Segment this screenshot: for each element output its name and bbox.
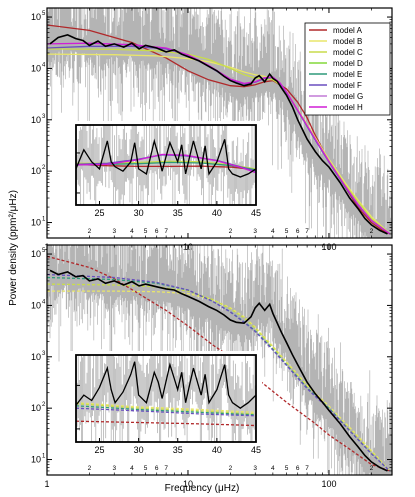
plot-frame: [46, 244, 393, 476]
x-minor-tick-label: 2: [370, 465, 374, 472]
inset-x-tick-label: 25: [94, 445, 104, 455]
y-tick-label: 10: [31, 403, 41, 413]
inset-x-tick-label: 40: [212, 445, 222, 455]
x-minor-tick-label: 3: [253, 465, 257, 472]
x-minor-tick-label: 5: [144, 465, 148, 472]
series-model-b: [47, 290, 391, 472]
x-minor-tick-label: 7: [305, 465, 309, 472]
inset-x-tick-label: 45: [251, 208, 261, 218]
x-minor-tick-label: 6: [296, 465, 300, 472]
y-tick-exponent: 5: [42, 11, 46, 17]
inset-x-tick-label: 30: [134, 445, 144, 455]
legend-label: model H: [333, 103, 363, 112]
inset: 25 30 35 40 45: [62, 121, 262, 221]
inset-series-model-c: [76, 403, 256, 415]
inset-series-model-b: [76, 402, 256, 414]
y-tick-label: 10: [31, 455, 41, 465]
x-minor-tick-label: 4: [130, 228, 134, 235]
legend-label: model C: [333, 48, 363, 57]
x-minor-tick-label: 4: [271, 465, 275, 472]
legend-label: model F: [333, 81, 362, 90]
inset-smoothed-spectrum: [76, 361, 256, 409]
x-minor-tick-label: 2: [229, 465, 233, 472]
inset-series-model-e: [76, 405, 256, 416]
x-minor-tick-label: 4: [130, 465, 134, 472]
y-tick-exponent: 5: [42, 248, 46, 254]
series-model-f: [47, 273, 391, 472]
legend-label: model B: [333, 37, 362, 46]
inset-frame: [75, 124, 257, 206]
series-model-a: [47, 24, 391, 235]
inset-series-model-a: [76, 420, 256, 427]
y-tick-exponent: 4: [42, 299, 46, 305]
x-tick-label: 100: [321, 479, 336, 489]
inset: 25 30 35 40 45: [62, 351, 262, 458]
y-tick-label: 10: [31, 63, 41, 73]
y-tick-label: 10: [31, 218, 41, 228]
x-minor-tick-label: 7: [305, 228, 309, 235]
x-minor-tick-label: 3: [112, 228, 116, 235]
legend-label: model E: [333, 70, 362, 79]
x-minor-tick-label: 5: [144, 228, 148, 235]
x-minor-tick-label: 2: [88, 228, 92, 235]
plot-frame: [46, 7, 393, 239]
top-panel: 1011021031041051101002345672345672model …: [31, 7, 393, 252]
x-minor-tick-label: 6: [155, 228, 159, 235]
x-minor-tick-label: 3: [112, 465, 116, 472]
inset-smoothed-spectrum: [76, 138, 256, 178]
y-tick-exponent: 1: [42, 454, 46, 460]
y-tick-label: 10: [31, 166, 41, 176]
y-tick-exponent: 4: [42, 62, 46, 68]
x-minor-tick-label: 5: [285, 465, 289, 472]
inset-x-tick-label: 35: [173, 445, 183, 455]
legend-label: model G: [333, 92, 363, 101]
y-tick-label: 10: [31, 352, 41, 362]
y-tick-exponent: 2: [42, 402, 46, 408]
smoothed-spectrum: [49, 269, 388, 472]
y-tick-exponent: 3: [42, 114, 46, 120]
inset-frame: [75, 354, 257, 443]
y-tick-label: 10: [31, 12, 41, 22]
x-minor-tick-label: 7: [164, 465, 168, 472]
x-minor-tick-label: 2: [370, 228, 374, 235]
x-minor-tick-label: 2: [88, 465, 92, 472]
inset-x-tick-label: 30: [134, 208, 144, 218]
y-tick-label: 10: [31, 300, 41, 310]
x-minor-tick-label: 3: [253, 228, 257, 235]
x-axis-label: Frequency (μHz): [165, 483, 240, 494]
inset-x-tick-label: 40: [212, 208, 222, 218]
y-tick-label: 10: [31, 249, 41, 259]
inset-series-model-a: [76, 163, 256, 171]
x-tick-label: 1: [44, 479, 49, 489]
series-model-h: [47, 42, 391, 235]
y-axis-label: Power density (ppm²/μHz): [8, 190, 19, 306]
inset-x-tick-label: 25: [94, 208, 104, 218]
x-minor-tick-label: 6: [155, 465, 159, 472]
x-minor-tick-label: 6: [296, 228, 300, 235]
smoothed-spectrum: [49, 34, 388, 235]
x-minor-tick-label: 4: [271, 228, 275, 235]
legend-box: [304, 22, 391, 116]
legend-label: model A: [333, 26, 363, 35]
x-minor-tick-label: 7: [164, 228, 168, 235]
x-tick-label: 10: [183, 479, 193, 489]
legend-label: model D: [333, 59, 363, 68]
inset-series-model-f: [76, 407, 256, 417]
x-minor-tick-label: 2: [229, 228, 233, 235]
y-tick-exponent: 3: [42, 351, 46, 357]
inset-x-tick-label: 45: [251, 445, 261, 455]
y-tick-label: 10: [31, 115, 41, 125]
y-tick-exponent: 1: [42, 217, 46, 223]
inset-x-tick-label: 35: [173, 208, 183, 218]
legend: model A model B model C model D model E model…: [304, 22, 391, 116]
x-minor-tick-label: 5: [285, 228, 289, 235]
y-tick-exponent: 2: [42, 165, 46, 171]
